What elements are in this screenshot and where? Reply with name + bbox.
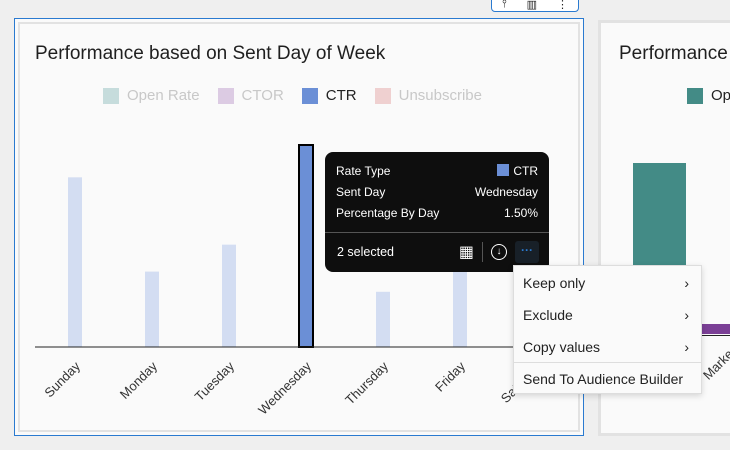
x-tick-label: Wednesday [255, 358, 314, 417]
legend-label: CTOR [241, 87, 284, 104]
chart-2-legend-item[interactable]: Op [687, 87, 730, 104]
chevron-right-icon: › [684, 339, 689, 355]
tooltip-row-rate-type: Rate Type CTR [336, 164, 538, 178]
tooltip-row-percentage: Percentage By Day 1.50% [336, 206, 538, 220]
legend-label: Op [711, 87, 730, 104]
menu-item-keep-only[interactable]: Keep only › [523, 275, 689, 291]
selected-count: 2 selected [337, 245, 394, 259]
divider [325, 232, 549, 233]
menu-item-exclude[interactable]: Exclude › [523, 307, 689, 323]
more-icon[interactable]: ··· [515, 241, 539, 263]
tooltip-row-sent-day: Sent Day Wednesday [336, 185, 538, 199]
panel-toolbar[interactable]: ⫯ ▥ ⋮ [491, 0, 579, 12]
legend-item-ctor[interactable]: CTOR [217, 87, 284, 104]
divider [482, 242, 483, 262]
legend-swatch [103, 87, 119, 104]
bar-friday[interactable] [453, 252, 467, 347]
tooltip-label: Sent Day [336, 185, 386, 199]
legend-swatch [374, 87, 391, 104]
legend-item-ctr[interactable]: CTR [301, 87, 357, 104]
menu-label: Keep only [523, 275, 586, 291]
chart-legend: Open Rate CTOR CTR Unsubscribe [103, 87, 482, 104]
tooltip-value-text: CTR [513, 164, 538, 178]
menu-item-copy-values[interactable]: Copy values › [523, 339, 689, 355]
table-icon[interactable]: ▥ [526, 0, 538, 11]
legend-label: Open Rate [127, 87, 200, 104]
x-tick-label: Friday [432, 358, 468, 394]
chevron-right-icon: › [684, 275, 689, 291]
x-tick-label: Monday [117, 358, 161, 402]
tooltip-value: 1.50% [503, 206, 538, 220]
chart-2-title: Performance [619, 43, 728, 64]
filter-icon[interactable]: ⫯ [501, 0, 507, 10]
menu-label: Exclude [523, 307, 573, 323]
tooltip-label: Rate Type [336, 164, 391, 178]
chart-tooltip: Rate Type CTR Sent Day Wednesday Percentag… [325, 152, 549, 272]
chart-2-bar[interactable] [700, 324, 730, 334]
bar-tuesday[interactable] [222, 244, 236, 347]
x-tick-label: Thursday [342, 358, 391, 407]
tooltip-value: Wednesday [474, 185, 538, 199]
x-tick-label: Tuesday [192, 358, 238, 404]
menu-label: Send To Audience Builder [523, 371, 684, 387]
tooltip-value: CTR [497, 164, 538, 178]
context-menu: Keep only › Exclude › Copy values › Send To… [513, 265, 702, 394]
legend-swatch [687, 87, 703, 104]
bar-thursday[interactable] [376, 291, 390, 347]
x-tick-label: Sunday [41, 358, 83, 400]
more-vertical-icon[interactable]: ⋮ [557, 0, 568, 11]
menu-divider [514, 362, 701, 363]
download-icon[interactable]: ↓ [491, 244, 507, 260]
table-icon[interactable]: ▦ [458, 244, 474, 261]
legend-label: CTR [325, 87, 357, 104]
bar-wednesday[interactable] [298, 144, 314, 348]
chevron-right-icon: › [684, 307, 689, 323]
legend-swatch [217, 87, 234, 104]
legend-label: Unsubscribe [398, 87, 482, 104]
bar-chart: Sunday Monday Tuesday Wednesday Thursday Frid… [35, 144, 566, 418]
ctr-swatch [497, 164, 510, 176]
bar-sunday[interactable] [68, 177, 82, 347]
menu-item-send-to-audience-builder[interactable]: Send To Audience Builder [523, 371, 689, 387]
bar-monday[interactable] [145, 271, 159, 347]
legend-swatch [301, 87, 318, 104]
legend-item-unsubscribe[interactable]: Unsubscribe [374, 87, 482, 104]
legend-item-open-rate[interactable]: Open Rate [103, 87, 200, 104]
menu-label: Copy values [523, 339, 601, 355]
tooltip-label: Percentage By Day [336, 206, 440, 220]
chart-title: Performance based on Sent Day of Week [35, 43, 386, 64]
